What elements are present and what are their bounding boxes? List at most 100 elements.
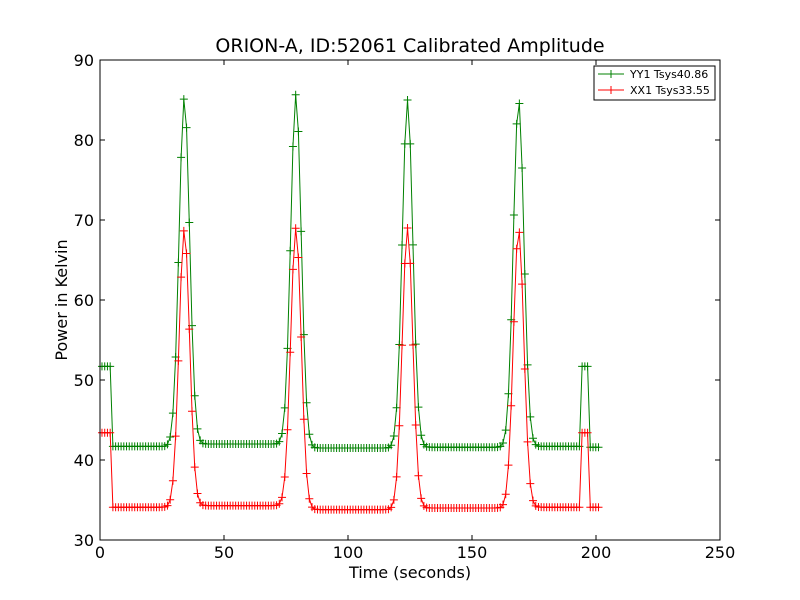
data-point: [305, 430, 314, 439]
data-point: [188, 407, 197, 416]
data-point: [411, 421, 420, 430]
data-point: [177, 153, 186, 162]
data-point: [408, 240, 417, 249]
data-point: [389, 495, 398, 504]
data-point: [392, 472, 401, 481]
data-point: [403, 96, 412, 104]
data-point: [417, 431, 426, 440]
data-point: [275, 499, 284, 508]
legend-box: [593, 65, 716, 101]
legend: YY1 Tsys40.86 XX1 Tsys33.55: [593, 65, 716, 101]
data-point: [499, 439, 507, 448]
data-point: [408, 340, 417, 349]
data-point: [163, 440, 172, 449]
data-point: [515, 99, 524, 108]
data-point: [403, 224, 412, 232]
data-point: [193, 424, 202, 433]
data-point: [406, 259, 415, 268]
data-point: [185, 218, 194, 227]
legend-marker-yy1: [607, 70, 615, 78]
data-point: [395, 421, 404, 430]
y-tick-label: 30: [74, 531, 94, 550]
data-point: [182, 123, 191, 132]
data-point: [291, 224, 300, 233]
ticks-layer: 0 50 100 150 200 250 30 40 50 60 70 80 90: [74, 51, 736, 562]
data-point: [163, 501, 172, 510]
data-point: [518, 280, 527, 289]
data-point: [594, 503, 603, 512]
data-point: [499, 500, 507, 509]
data-point: [526, 479, 535, 488]
legend-label-xx1: XX1 Tsys33.55: [630, 84, 710, 97]
data-point: [280, 473, 289, 482]
chart-title: ORION-A, ID:52061 Calibrated Amplitude: [215, 35, 604, 57]
series-layer: [97, 90, 603, 514]
legend-marker-xx1: [607, 86, 615, 94]
data-point: [520, 269, 529, 278]
y-tick-label: 60: [74, 291, 94, 310]
data-point: [275, 437, 284, 446]
data-point: [185, 325, 194, 334]
data-point: [417, 494, 426, 503]
data-point: [583, 362, 592, 371]
data-point: [190, 463, 199, 472]
data-point: [302, 469, 311, 478]
data-point: [280, 403, 289, 412]
data-point: [414, 471, 423, 480]
data-point: [529, 496, 538, 505]
data-point: [182, 249, 191, 258]
x-tick-label: 50: [214, 543, 234, 562]
data-point: [512, 244, 521, 253]
x-tick-label: 250: [705, 543, 736, 562]
data-point: [174, 258, 183, 267]
data-point: [512, 119, 521, 128]
y-tick-label: 70: [74, 211, 94, 230]
data-point: [575, 503, 584, 512]
data-point: [168, 409, 177, 418]
data-point: [286, 246, 295, 255]
data-point: [594, 443, 603, 452]
data-point: [106, 428, 115, 437]
data-point: [387, 503, 396, 512]
data-point: [286, 348, 295, 357]
data-point: [523, 437, 532, 446]
x-axis-label: Time (seconds): [348, 563, 471, 582]
legend-label-yy1: YY1 Tsys40.86: [629, 68, 708, 81]
data-point: [288, 142, 297, 151]
data-point: [305, 494, 314, 503]
y-tick-label: 80: [74, 131, 94, 150]
data-point: [278, 429, 287, 438]
plot-area: 0 50 100 150 200 250 30 40 50 60 70 80 90: [74, 51, 736, 562]
data-point: [179, 95, 188, 104]
data-point: [520, 365, 529, 374]
data-point: [299, 415, 308, 424]
data-point: [193, 489, 202, 498]
data-point: [106, 362, 115, 371]
data-point: [294, 253, 303, 262]
data-point: [529, 434, 538, 443]
data-point: [389, 432, 398, 441]
x-tick-label: 200: [581, 543, 612, 562]
data-point: [283, 425, 292, 434]
data-point: [518, 164, 527, 173]
data-point: [297, 332, 306, 341]
x-tick-label: 100: [333, 543, 364, 562]
data-point: [288, 265, 297, 274]
data-point: [294, 127, 303, 136]
data-point: [168, 476, 177, 485]
data-point: [179, 226, 188, 235]
data-point: [291, 90, 300, 99]
y-tick-label: 40: [74, 451, 94, 470]
data-point: [166, 433, 175, 442]
data-point: [507, 401, 516, 410]
data-point: [177, 273, 186, 282]
x-tick-label: 0: [95, 543, 105, 562]
data-point: [509, 210, 518, 219]
data-point: [297, 227, 306, 236]
data-point: [392, 403, 401, 412]
data-point: [406, 139, 415, 148]
data-point: [398, 241, 407, 250]
data-point: [501, 426, 510, 435]
data-point: [501, 490, 510, 499]
y-tick-label: 50: [74, 371, 94, 390]
